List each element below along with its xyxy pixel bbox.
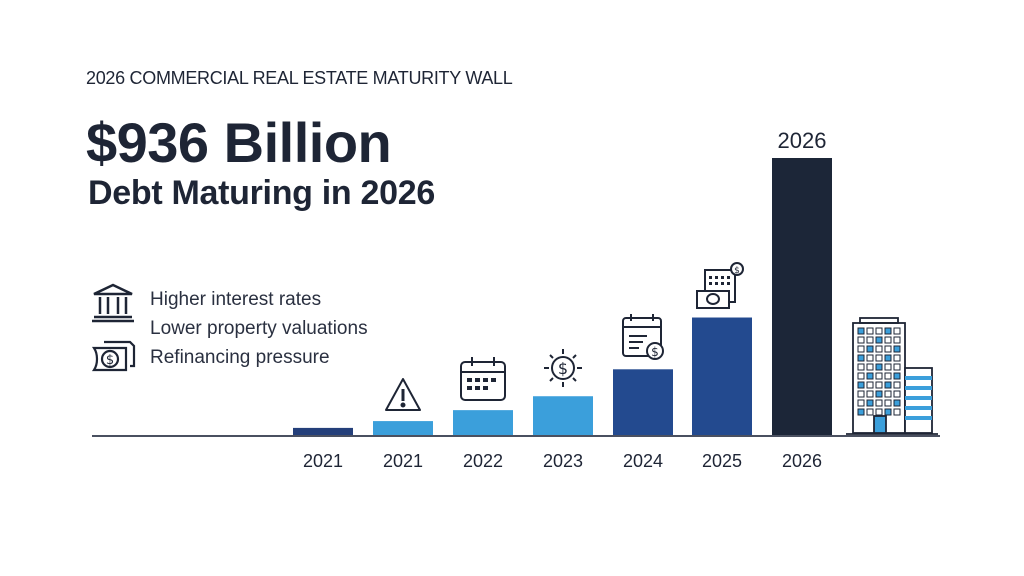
calendar-dollar-icon: $ [622,314,664,360]
building-window [857,345,865,353]
warning-icon [385,378,421,411]
building-window [893,372,901,380]
building-window [875,327,883,335]
x-tick-label: 2025 [702,451,742,471]
headline: $936 Billion [86,111,392,174]
building-window [866,363,874,371]
subheadline: Debt Maturing in 2026 [88,174,435,212]
building-window [893,327,901,335]
building-window [875,381,883,389]
building-window [884,390,892,398]
svg-text:$: $ [558,359,568,378]
building-window [893,390,901,398]
building-window [866,327,874,335]
svg-text:$: $ [734,266,740,276]
data-label: 2026 [778,128,827,153]
building-window [884,381,892,389]
bank-icon [92,283,134,323]
building-window [884,372,892,380]
building-window [875,399,883,407]
building-window [875,372,883,380]
bar-2021 [293,427,353,435]
building-window [866,381,874,389]
building-window [875,390,883,398]
building-window [893,336,901,344]
kicker-title: 2026 COMMERCIAL REAL ESTATE MATURITY WAL… [86,68,513,88]
building-window [857,399,865,407]
building-window [884,327,892,335]
x-tick-label: 2021 [383,451,423,471]
building-window [884,408,892,416]
building-window [857,408,865,416]
bar-2022 [453,410,513,435]
building-window [884,363,892,371]
building-icon [846,317,938,435]
building-window [884,345,892,353]
reason-lower-valuations: Lower property valuations [150,318,368,339]
building-window [857,336,865,344]
bar-2021 [373,421,433,435]
building-window [893,399,901,407]
building-window [875,354,883,362]
calendar-icon [460,357,506,401]
building-window [857,327,865,335]
building-window [893,345,901,353]
building-window [866,390,874,398]
building-window [866,345,874,353]
building-window [884,399,892,407]
building-window [866,408,874,416]
reason-higher-rates: Higher interest rates [150,289,322,310]
svg-text:$: $ [106,353,114,368]
cash-calculator-icon: $ [696,262,744,309]
building-window [893,354,901,362]
building-window [866,399,874,407]
building-window [884,336,892,344]
building-window [875,408,883,416]
building-window [857,363,865,371]
x-tick-label: 2021 [303,451,343,471]
bar-2026 [772,158,832,435]
building-window [893,408,901,416]
x-tick-label: 2024 [623,451,663,471]
building-window [857,354,865,362]
x-tick-label: 2023 [543,451,583,471]
x-tick-label: 2022 [463,451,503,471]
building-window [857,381,865,389]
svg-text:$: $ [651,345,659,359]
bar-2024 [613,369,673,435]
building-window [866,372,874,380]
building-window [875,363,883,371]
dollar-sun-icon: $ [544,349,582,387]
building-window [857,372,865,380]
money-icon: $ [91,340,136,372]
building-window [884,354,892,362]
building-window [875,345,883,353]
x-tick-label: 2026 [782,451,822,471]
building-window [875,336,883,344]
building-window [893,363,901,371]
building-window [857,390,865,398]
building-window [893,381,901,389]
building-window [866,336,874,344]
bar-2023 [533,396,593,435]
building-window [866,354,874,362]
bar-2025 [692,317,752,435]
reason-refinancing: Refinancing pressure [150,347,330,368]
